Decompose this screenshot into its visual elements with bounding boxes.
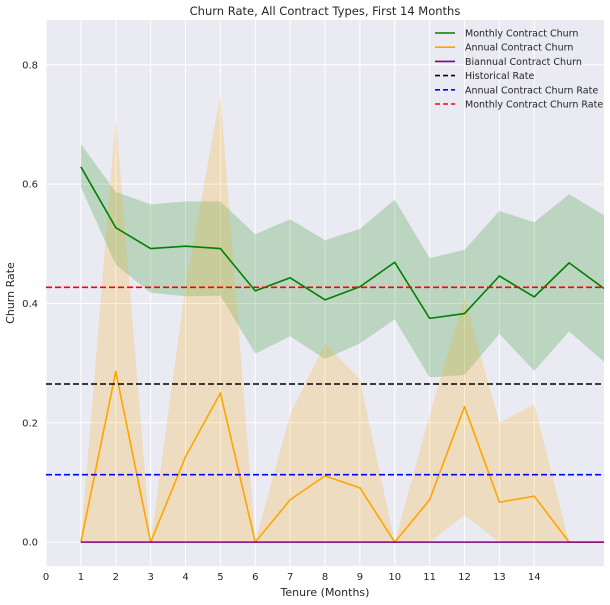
- x-tick-label-5: 5: [217, 572, 223, 583]
- legend: Monthly Contract Churn Annual Contract Ch…: [435, 29, 603, 111]
- legend-label-annual-contract-churn-rate: Annual Contract Churn Rate: [465, 85, 598, 96]
- y-tick-label-0.2: 0.2: [22, 418, 38, 429]
- legend-label-annual-contract-churn: Annual Contract Churn: [465, 43, 573, 54]
- x-tick-label-6: 6: [252, 572, 258, 583]
- legend-label-monthly-contract-churn-rate: Monthly Contract Churn Rate: [465, 100, 603, 111]
- monthly-contract-churn-confidence-band: [80, 144, 604, 378]
- chart-title: Churn Rate, All Contract Types, First 14…: [190, 4, 461, 18]
- x-tick-label-8: 8: [322, 572, 328, 583]
- x-tick-label-2: 2: [113, 572, 119, 583]
- y-axis-label: Churn Rate: [4, 262, 17, 324]
- y-tick-label-0.0: 0.0: [22, 538, 38, 549]
- y-tick-label-0.4: 0.4: [22, 299, 38, 310]
- x-tick-label-4: 4: [182, 572, 188, 583]
- y-tick-label-0.8: 0.8: [22, 60, 38, 71]
- legend-label-biannual-contract-churn: Biannual Contract Churn: [465, 57, 582, 68]
- x-axis-label: Tenure (Months): [280, 586, 370, 599]
- x-tick-label-12: 12: [458, 572, 471, 583]
- x-tick-label-9: 9: [357, 572, 363, 583]
- x-tick-label-3: 3: [147, 572, 153, 583]
- x-tick-label-11: 11: [423, 572, 436, 583]
- x-tick-label-7: 7: [287, 572, 293, 583]
- y-tick-label-0.6: 0.6: [22, 180, 38, 191]
- x-tick-label-0: 0: [43, 572, 49, 583]
- annual-contract-churn-line: [80, 370, 604, 543]
- monthly-contract-churn-line: [80, 166, 605, 320]
- x-tick-label-1: 1: [78, 572, 84, 583]
- legend-label-historical-rate: Historical Rate: [465, 71, 534, 82]
- x-tick-label-13: 13: [493, 572, 506, 583]
- x-tick-label-14: 14: [528, 572, 541, 583]
- x-tick-label-10: 10: [388, 572, 401, 583]
- legend-label-monthly-contract-churn: Monthly Contract Churn: [465, 29, 578, 40]
